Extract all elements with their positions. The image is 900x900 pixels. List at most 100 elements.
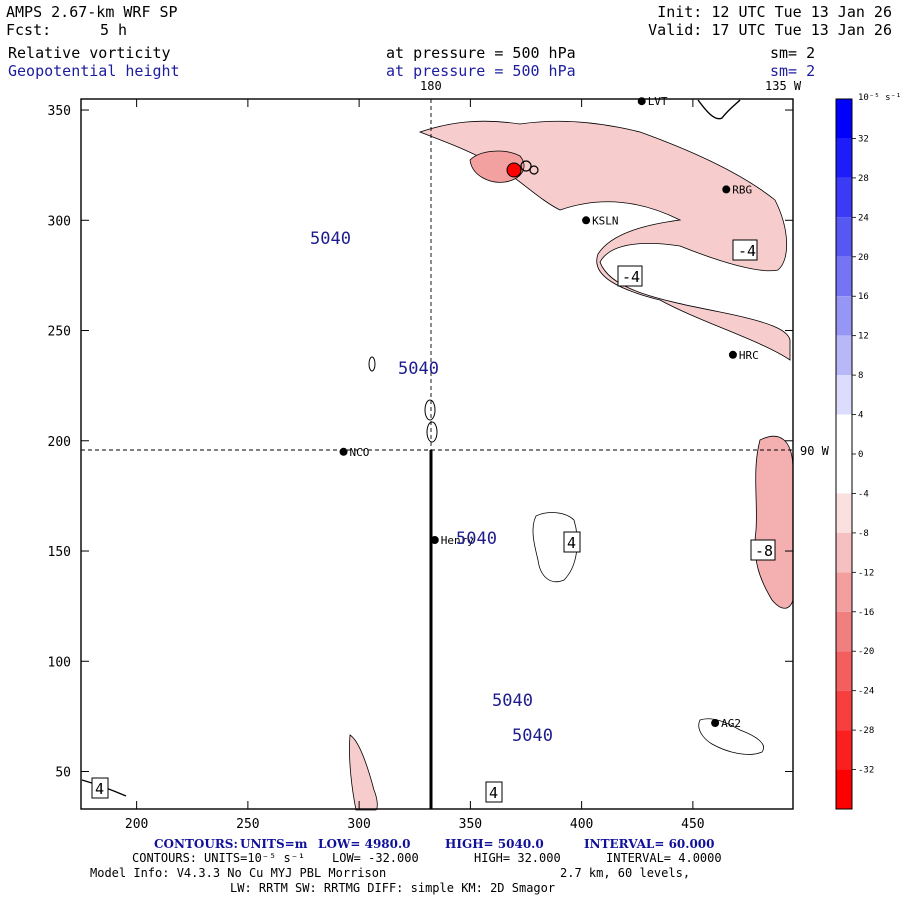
x-tick-label: 350 [459, 817, 482, 832]
station-label: LVT [648, 95, 668, 108]
svg-text:-4: -4 [738, 242, 756, 260]
colorbar-swatch [836, 256, 852, 297]
colorbar-label: 4 [858, 411, 863, 421]
colorbar-swatch [836, 611, 852, 652]
colorbar-label: -20 [858, 647, 874, 657]
x-tick-label: 250 [236, 817, 259, 832]
colorbar-swatch [836, 532, 852, 573]
vorticity-region-upper [418, 120, 791, 361]
x-tick-label: 300 [347, 817, 370, 832]
vorticity-box-label: 4 [485, 781, 503, 803]
contours2-label: CONTOURS: [132, 851, 198, 865]
station-label: Henry [441, 534, 474, 547]
plot-frame [80, 98, 794, 810]
vorticity-maximum [506, 160, 539, 178]
meridian-label: 180 [420, 79, 442, 93]
y-tick-label: 100 [48, 655, 71, 670]
y-tick-label: 250 [48, 325, 71, 340]
contours2-interval: INTERVAL= 4.0000 [606, 851, 722, 865]
y-tick-label: 150 [48, 545, 71, 560]
colorbar-label: 32 [858, 134, 869, 144]
colorbar-swatch [836, 217, 852, 257]
y-axis: 50 100 150 200 250 300 350 [48, 104, 793, 781]
height-label: 5040 [512, 726, 553, 746]
colorbar-label: -12 [858, 568, 874, 578]
colorbar-label: 8 [858, 371, 863, 381]
station-label: KSLN [592, 214, 619, 227]
colorbar-label: 0 [858, 450, 863, 460]
vorticity-box-label: 4 [91, 777, 109, 799]
model-info: Model Info: V4.3.3 No Cu MYJ PBL Morriso… [90, 866, 387, 880]
model-resolution: 2.7 km, 60 levels, [560, 866, 691, 880]
x-tick-label: 450 [681, 817, 704, 832]
colorbar-label: -8 [858, 529, 869, 539]
svg-text:4: 4 [489, 784, 498, 802]
init-time: Init: 12 UTC Tue 13 Jan 26 [657, 3, 892, 21]
station-label: HRC [739, 349, 759, 362]
vorticity-region-east [754, 435, 794, 609]
colorbar-label: 20 [858, 253, 869, 263]
field2-name: Geopotential height [8, 62, 180, 80]
colorbar-swatch [836, 99, 852, 139]
x-tick-label: 200 [125, 817, 148, 832]
station-marker [711, 719, 720, 728]
model-title: AMPS 2.67-km WRF SP [6, 3, 178, 21]
colorbar-label: 24 [858, 213, 869, 223]
colorbar-swatch [836, 690, 852, 731]
height-label: 5040 [398, 359, 439, 379]
colorbar-units: 10⁻⁵ s⁻¹ [858, 93, 900, 103]
height-label: 5040 [310, 229, 351, 249]
svg-text:-8: -8 [755, 542, 773, 560]
colorbar-swatch [836, 730, 852, 770]
contours1-label: CONTOURS: [154, 837, 238, 851]
colorbar-swatch [836, 572, 852, 612]
colorbar-label: -24 [858, 687, 874, 697]
station-marker [722, 185, 731, 194]
contours2-units: UNITS=10⁻⁵ s⁻¹ [204, 851, 306, 865]
contours1-interval: INTERVAL= 60.000 [584, 837, 715, 851]
height-label: 5040 [456, 529, 497, 549]
vorticity-box-label: -4 [617, 265, 643, 287]
vorticity-region-southwest [349, 734, 378, 811]
colorbar-swatch [836, 414, 852, 454]
colorbar-swatch [836, 177, 852, 218]
forecast-hours: 5 h [100, 21, 128, 39]
x-tick-label: 400 [570, 817, 593, 832]
valid-time: Valid: 17 UTC Tue 13 Jan 26 [648, 21, 892, 39]
forecast-label: Fcst: [6, 21, 52, 39]
vorticity-box-label: -4 [732, 239, 758, 261]
model-physics: LW: RRTM SW: RRTMG DIFF: simple KM: 2D S… [230, 881, 556, 895]
field1-name: Relative vorticity [8, 44, 171, 62]
vorticity-box-label: -8 [750, 539, 776, 561]
colorbar-swatch [836, 493, 852, 533]
field2-smoothing: sm= 2 [770, 62, 816, 80]
field1-smoothing: sm= 2 [770, 44, 816, 62]
station-marker [339, 447, 348, 456]
station-marker [728, 350, 737, 359]
station-label: AG2 [721, 717, 741, 730]
station-marker [430, 535, 439, 544]
vorticity-region-south [698, 718, 764, 755]
y-tick-label: 300 [48, 214, 71, 229]
colorbar-swatch [836, 375, 852, 415]
field2-level: at pressure = 500 hPa [386, 62, 576, 80]
field1-level: at pressure = 500 hPa [386, 44, 576, 62]
y-tick-label: 50 [55, 766, 71, 781]
stations: LVT RBG KSLN HRC NCO Henry AG2 [339, 95, 759, 730]
colorbar-swatch [836, 335, 852, 376]
colorbar-label: -28 [858, 726, 874, 736]
vorticity-shading [349, 120, 794, 811]
colorbar-label: -16 [858, 608, 874, 618]
vorticity-box-label: 4 [563, 531, 581, 553]
contours2-high: HIGH= 32.000 [474, 851, 561, 865]
colorbar-label: 16 [858, 292, 869, 302]
svg-text:4: 4 [95, 780, 104, 798]
station-marker [582, 216, 591, 225]
colorbar-swatch [836, 138, 852, 178]
colorbar: 32 28 24 20 16 12 8 4 0 -4 -8 -12 -16 -20 -24 -28 -32 [835, 98, 874, 810]
parallel-label: 90 W [800, 444, 830, 458]
colorbar-swatch [836, 296, 852, 336]
colorbar-label: -4 [858, 489, 869, 499]
colorbar-swatch [836, 651, 852, 691]
contours1-low: LOW= 4980.0 [318, 837, 411, 851]
